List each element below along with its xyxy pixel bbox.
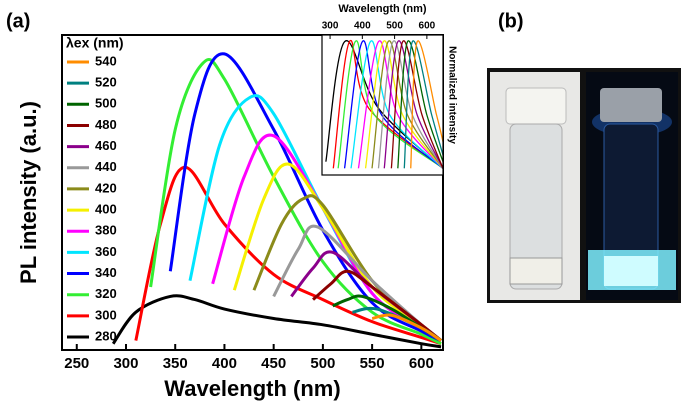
x-tick-label: 500 <box>310 355 335 372</box>
legend-label: 420 <box>95 180 117 195</box>
series-line <box>371 40 443 169</box>
series-line <box>403 40 443 169</box>
series-line <box>332 39 443 169</box>
series-line <box>371 313 442 342</box>
legend-label: 380 <box>95 223 117 238</box>
series-line <box>350 40 443 169</box>
x-tick-label: 500 <box>386 21 403 32</box>
legend-label: 520 <box>95 75 117 90</box>
panel-label: (b) <box>498 10 524 32</box>
x-tick-label: 400 <box>354 21 371 32</box>
x-tick-label: 600 <box>409 355 434 372</box>
x-axis-label: Wavelength (nm) <box>338 3 427 15</box>
legend-label: 320 <box>95 286 117 301</box>
legend-label: 300 <box>95 307 117 322</box>
legend-title: λex (nm) <box>66 35 124 51</box>
series-line <box>364 40 443 169</box>
panel-label: (a) <box>6 10 30 32</box>
series-line <box>377 40 443 169</box>
plot-frame <box>321 34 444 176</box>
series-line <box>397 40 443 169</box>
legend-label: 400 <box>95 202 117 217</box>
series-line <box>357 40 443 169</box>
x-tick-label: 250 <box>64 355 89 372</box>
legend-label: 280 <box>95 328 117 343</box>
series-line <box>337 40 443 169</box>
photo <box>487 68 681 303</box>
x-axis-label: Wavelength (nm) <box>164 376 340 401</box>
x-tick-label: 400 <box>212 355 237 372</box>
legend-label: 360 <box>95 244 117 259</box>
legend-label: 540 <box>95 53 117 68</box>
x-tick-label: 600 <box>419 21 436 32</box>
series-line <box>312 269 442 342</box>
x-tick-label: 550 <box>360 355 385 372</box>
legend-label: 440 <box>95 159 117 174</box>
legend-label: 500 <box>95 96 117 111</box>
plot-frame <box>61 34 444 351</box>
y-axis-label: PL intensity (a.u.) <box>16 101 41 284</box>
series-line <box>149 58 442 346</box>
legend-label: 340 <box>95 265 117 280</box>
x-tick-label: 300 <box>322 21 339 32</box>
series-line <box>111 294 442 349</box>
legend-label: 460 <box>95 138 117 153</box>
x-tick-label: 300 <box>113 355 138 372</box>
series-line <box>383 40 443 169</box>
series-line <box>168 52 442 342</box>
legend-label: 480 <box>95 117 117 132</box>
series-line <box>410 40 443 169</box>
y-axis-label: Normalized intensity <box>446 46 457 144</box>
x-tick-label: 450 <box>261 355 286 372</box>
series-line <box>390 40 443 169</box>
x-tick-label: 350 <box>163 355 188 372</box>
